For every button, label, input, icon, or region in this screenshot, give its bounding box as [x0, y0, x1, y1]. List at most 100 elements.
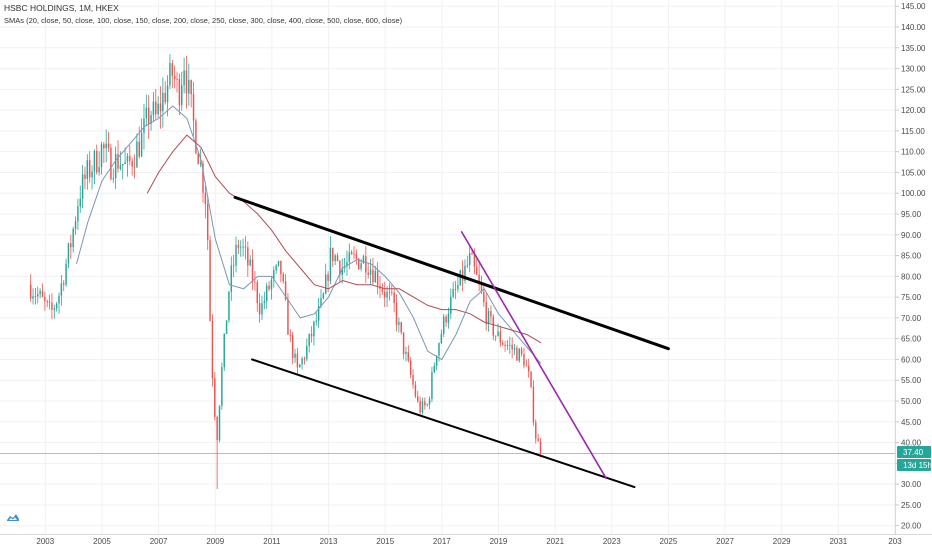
candle-body	[60, 283, 63, 296]
candle-body	[98, 167, 100, 173]
candle-body	[275, 265, 277, 271]
candle-body	[355, 254, 358, 259]
y-tick-label: 85.00	[901, 252, 922, 261]
candle-body	[206, 204, 209, 241]
candle-body	[438, 343, 440, 356]
candle-body	[497, 331, 499, 336]
sma-line	[76, 105, 542, 364]
y-tick-label: 30.00	[901, 480, 922, 489]
candle-body	[122, 164, 124, 166]
candle-body	[324, 274, 327, 294]
x-tick-label: 2007	[150, 537, 168, 546]
candle-body	[263, 301, 266, 304]
candle-body	[372, 269, 374, 283]
candle-body	[77, 206, 79, 222]
candle-body	[254, 281, 256, 283]
candle-body	[450, 296, 452, 314]
candle-body	[223, 333, 225, 368]
x-tick-label: 2031	[829, 537, 847, 546]
candle-body	[419, 400, 421, 413]
candle-body	[103, 144, 105, 149]
candle-body	[478, 274, 480, 282]
candle-body	[374, 270, 377, 283]
candle-body	[315, 320, 318, 322]
candle-body	[504, 344, 506, 346]
candle-body	[37, 294, 39, 297]
time-axis[interactable]: 2003 2005 2007 2009 2011 2013 2015 2017 2019 2021…	[36, 537, 902, 546]
candle-body	[492, 316, 495, 336]
candle-body	[244, 246, 247, 248]
candle-body	[518, 348, 520, 361]
candle-body	[93, 150, 96, 172]
channel-lower-line[interactable]	[251, 358, 636, 489]
candle-body	[235, 244, 237, 266]
candle-body	[334, 255, 336, 261]
candle-body	[308, 333, 310, 347]
x-tick-label: 2011	[263, 537, 281, 546]
candle-body	[162, 92, 164, 112]
candle-body	[100, 144, 103, 168]
x-tick-label: 2003	[36, 537, 54, 546]
candle-body	[84, 174, 86, 179]
candle-body	[190, 79, 192, 95]
candle-body	[44, 296, 46, 301]
candle-body	[232, 265, 235, 267]
candle-body	[242, 246, 244, 248]
candle-body	[476, 266, 478, 275]
candle-body	[466, 265, 469, 266]
purple-trendline[interactable]	[460, 231, 607, 480]
candle-body	[88, 160, 91, 178]
candle-body	[433, 365, 436, 373]
candle-body	[265, 285, 268, 302]
symbol-title: HSBC HOLDINGS, 1M, HKEX	[4, 3, 119, 13]
candle-body	[173, 75, 176, 79]
tradingview-logo-icon[interactable]	[7, 514, 19, 521]
candle-body	[155, 101, 157, 115]
candle-body	[176, 78, 178, 80]
x-tick-label: 2017	[433, 537, 451, 546]
candle-body	[530, 371, 532, 387]
candle-body	[216, 416, 218, 441]
y-tick-label: 90.00	[901, 231, 922, 240]
trend-drawings[interactable]	[233, 195, 670, 489]
x-tick-label: 2023	[603, 537, 621, 546]
candle-body	[426, 404, 428, 406]
candle-body	[511, 344, 513, 350]
candle-body	[204, 192, 207, 205]
candle-body	[322, 293, 325, 299]
candle-body	[67, 243, 70, 264]
candle-body	[365, 256, 367, 273]
candle-body	[457, 284, 459, 290]
candle-body	[445, 316, 447, 323]
price-axis[interactable]: 20.0025.0030.0035.0040.0045.0050.0055.00…	[895, 2, 926, 531]
candle-body	[247, 247, 249, 266]
candle-body	[185, 70, 188, 94]
candle-body	[388, 291, 391, 293]
candle-body	[487, 311, 490, 325]
candle-body	[317, 306, 320, 321]
candle-body	[147, 107, 150, 124]
candle-body	[150, 115, 152, 124]
candle-body	[159, 103, 162, 112]
candle-body	[230, 265, 233, 292]
candle-body	[96, 150, 98, 173]
candle-body	[412, 375, 414, 385]
x-tick-label: 2029	[773, 537, 791, 546]
candle-body	[303, 358, 306, 360]
candle-body	[228, 291, 230, 321]
x-tick-label: 2025	[660, 537, 678, 546]
y-tick-label: 100.00	[901, 189, 926, 198]
candle-body	[81, 174, 84, 199]
candle-body	[183, 70, 185, 86]
indicator-legend[interactable]: SMAs (20, close, 50, close, 100, close, …	[4, 16, 403, 25]
candle-body	[251, 259, 254, 282]
candle-body	[405, 352, 407, 354]
candle-body	[221, 367, 223, 406]
candle-body	[277, 260, 280, 266]
y-tick-label: 145.00	[901, 2, 926, 11]
channel-upper-line[interactable]	[233, 195, 670, 351]
candle-body	[539, 441, 542, 454]
candle-body	[499, 331, 502, 343]
